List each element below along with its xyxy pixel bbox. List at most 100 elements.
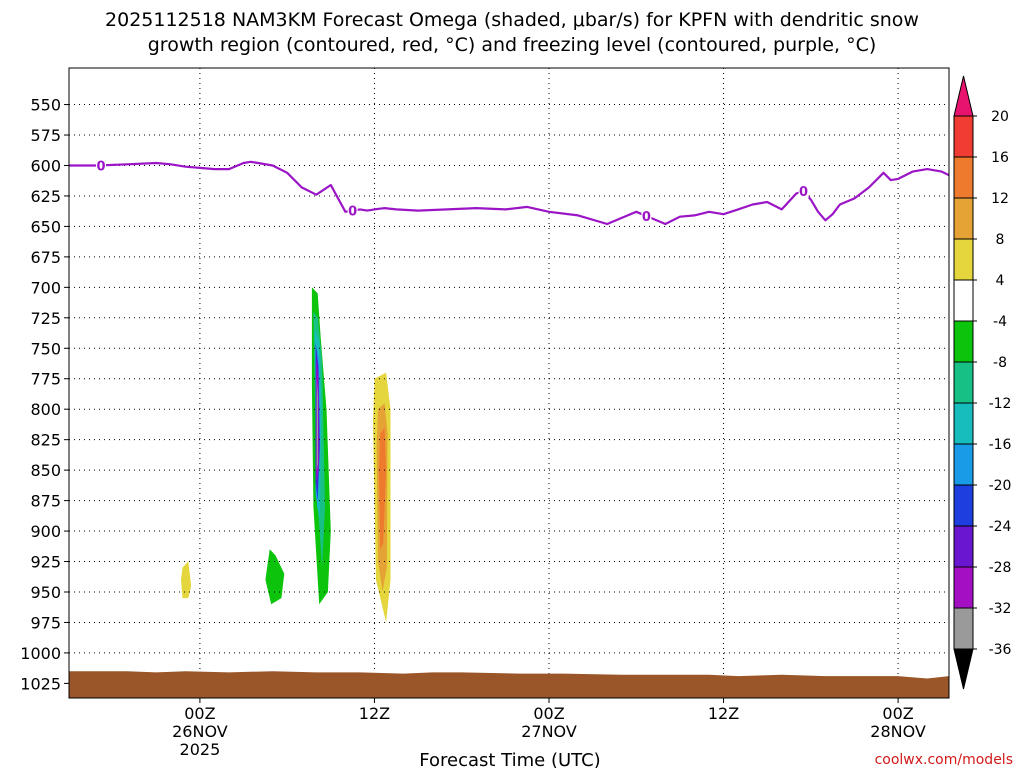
y-tick-label-1000: 1000: [20, 644, 61, 663]
omega-region-16: [841, 470, 848, 562]
y-tick-label-750: 750: [30, 339, 61, 358]
colorbar-label-8: -16: [989, 437, 1012, 453]
colorbar-label-13: -36: [989, 642, 1012, 658]
colorbar-label-4: 4: [996, 273, 1005, 289]
colorbar-swatch-10: [953, 484, 974, 527]
colorbar-label-7: -12: [989, 396, 1012, 412]
colorbar-swatch-14: [953, 648, 974, 690]
omega-region-25: [163, 476, 176, 629]
x-tick-label-30: 00Z: [533, 704, 564, 723]
y-tick-label-850: 850: [30, 461, 61, 480]
y-tick-label-650: 650: [30, 217, 61, 236]
colorbar-swatch-4: [953, 238, 974, 281]
omega-region-10: [189, 482, 199, 507]
credit-text: coolwx.com/models: [875, 752, 1013, 768]
colorbar-label-5: -4: [993, 314, 1007, 330]
colorbar-label-3: 8: [996, 232, 1005, 248]
freezing-label-bg-2: [641, 209, 652, 224]
y-tick-label-575: 575: [30, 126, 61, 145]
colorbar-swatch-11: [953, 525, 974, 568]
y-tick-label-875: 875: [30, 492, 61, 511]
x-tick-date-6: 26NOV: [172, 722, 228, 741]
freezing-label-1: 0: [348, 205, 357, 220]
colorbar-swatch-0: [953, 75, 974, 117]
y-tick-label-800: 800: [30, 400, 61, 419]
y-tick-label-700: 700: [30, 278, 61, 297]
omega-region-24: [138, 445, 149, 532]
y-axis: 550 575 600 625 650 675 700 725 750 775 800 825 850 8…: [20, 96, 69, 693]
freezing-label-3: 0: [799, 185, 808, 200]
freezing-level-line: [69, 160, 949, 226]
omega-region-0: [873, 68, 949, 410]
omega-region-13: [707, 555, 724, 635]
y-tick-label-825: 825: [30, 431, 61, 450]
plot-background: [69, 68, 949, 698]
omega-region-12: [713, 403, 720, 519]
y-tick-label-1025: 1025: [20, 674, 61, 693]
omega-region-21: [271, 238, 277, 300]
x-tick-date-54: 28NOV: [870, 722, 926, 741]
colorbar-label-6: -8: [993, 355, 1007, 371]
omega-region-9: [181, 561, 192, 599]
freezing-label-2: 0: [642, 210, 651, 225]
y-tick-label-550: 550: [30, 96, 61, 115]
colorbar-label-11: -28: [989, 560, 1012, 576]
freezing-label-bg-1: [347, 203, 358, 218]
omega-region-1: [874, 238, 878, 288]
freezing-label-0: 0: [96, 159, 105, 174]
plot-frame: [68, 67, 950, 699]
x-tick-date-30: 27NOV: [521, 722, 577, 741]
colorbar-swatch-7: [953, 361, 974, 404]
x-axis-label: Forecast Time (UTC): [419, 750, 600, 768]
colorbar-label-2: 12: [991, 191, 1009, 207]
plot-area: 0 0 0 0: [69, 68, 949, 698]
x-tick-label-6: 00Z: [184, 704, 215, 723]
omega-region-7: [226, 287, 234, 361]
terrain-fill: [69, 671, 949, 698]
colorbar-swatch-3: [953, 197, 974, 240]
y-tick-label-600: 600: [30, 156, 61, 175]
y-tick-label-675: 675: [30, 248, 61, 267]
chart-title-line1: 2025112518 NAM3KM Forecast Omega (shaded…: [105, 9, 919, 31]
colorbar-swatch-12: [953, 566, 974, 609]
omega-region-14: [732, 573, 753, 641]
omega-region-18: [432, 584, 439, 594]
y-tick-label-625: 625: [30, 187, 61, 206]
y-tick-label-900: 900: [30, 522, 61, 541]
omega-region-36: [316, 378, 318, 471]
colorbar-swatch-9: [953, 443, 974, 486]
x-tick-label-18: 12Z: [359, 704, 390, 723]
y-tick-label-925: 925: [30, 553, 61, 572]
colorbar-swatch-6: [953, 320, 974, 363]
omega-region-20: [242, 80, 251, 166]
omega-region-19: [261, 68, 270, 111]
x-tick-label-54: 00Z: [882, 704, 913, 723]
colorbar-swatch-2: [953, 156, 974, 199]
colorbar-label-12: -32: [989, 601, 1012, 617]
colorbar-label-9: -20: [989, 478, 1012, 494]
omega-region-6: [378, 427, 387, 550]
colorbar-label-1: 16: [991, 150, 1009, 166]
colorbar-label-0: 20: [991, 109, 1009, 125]
omega-region-11: [343, 433, 352, 495]
surface-terrain: [69, 671, 949, 698]
omega-region-27: [265, 549, 285, 605]
colorbar-swatch-1: [953, 115, 974, 158]
x-tick-year-6: 2025: [180, 740, 221, 759]
colorbar: 20 16 12 8 4 -4 -8 -12 -16 -20 -24 -28 -32 -36: [953, 75, 1012, 690]
omega-region-15: [800, 427, 814, 513]
y-tick-label-975: 975: [30, 613, 61, 632]
chart-title-line2: growth region (contoured, red, °C) and f…: [148, 34, 877, 56]
colorbar-swatch-8: [953, 402, 974, 445]
omega-region-8: [173, 482, 197, 641]
freezing-level-contour: 0 0 0 0: [69, 158, 949, 226]
y-tick-label-950: 950: [30, 583, 61, 602]
colorbar-label-10: -24: [989, 519, 1012, 535]
colorbar-swatch-13: [953, 607, 974, 650]
freezing-label-bg-0: [96, 158, 106, 173]
y-tick-label-775: 775: [30, 370, 61, 389]
freezing-label-bg-3: [798, 184, 809, 199]
colorbar-swatch-5: [953, 279, 974, 322]
